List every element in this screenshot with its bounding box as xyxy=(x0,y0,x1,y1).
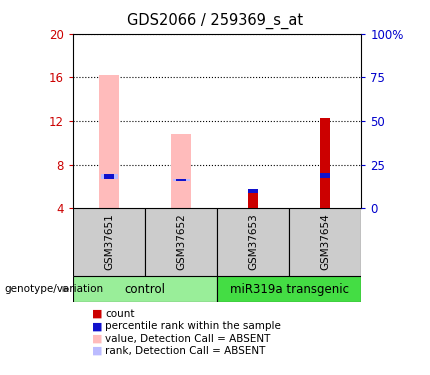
Bar xyxy=(101,174,118,179)
Bar xyxy=(248,189,258,193)
Text: miR319a transgenic: miR319a transgenic xyxy=(230,283,349,296)
Bar xyxy=(217,276,361,302)
Bar xyxy=(248,193,258,208)
Text: GDS2066 / 259369_s_at: GDS2066 / 259369_s_at xyxy=(127,13,303,29)
Bar xyxy=(73,208,145,276)
Text: ■: ■ xyxy=(92,346,103,356)
Bar xyxy=(145,208,217,276)
Text: percentile rank within the sample: percentile rank within the sample xyxy=(105,321,281,331)
Text: count: count xyxy=(105,309,135,319)
Text: ■: ■ xyxy=(92,321,103,331)
Text: GSM37653: GSM37653 xyxy=(248,213,258,270)
Text: control: control xyxy=(125,283,166,296)
Text: value, Detection Call = ABSENT: value, Detection Call = ABSENT xyxy=(105,334,271,344)
Bar xyxy=(73,276,217,302)
Text: GSM37652: GSM37652 xyxy=(176,213,186,270)
Text: genotype/variation: genotype/variation xyxy=(4,284,104,294)
Text: ■: ■ xyxy=(92,334,103,344)
Bar xyxy=(172,179,190,182)
Bar xyxy=(176,179,186,182)
Text: ■: ■ xyxy=(92,309,103,319)
Text: GSM37654: GSM37654 xyxy=(320,213,330,270)
Bar xyxy=(99,75,119,208)
Text: rank, Detection Call = ABSENT: rank, Detection Call = ABSENT xyxy=(105,346,266,356)
Bar xyxy=(217,208,289,276)
Text: GSM37651: GSM37651 xyxy=(104,213,114,270)
Bar xyxy=(171,134,191,208)
Bar xyxy=(320,118,330,208)
Bar xyxy=(320,173,330,178)
Bar xyxy=(289,208,361,276)
Bar xyxy=(104,174,114,179)
